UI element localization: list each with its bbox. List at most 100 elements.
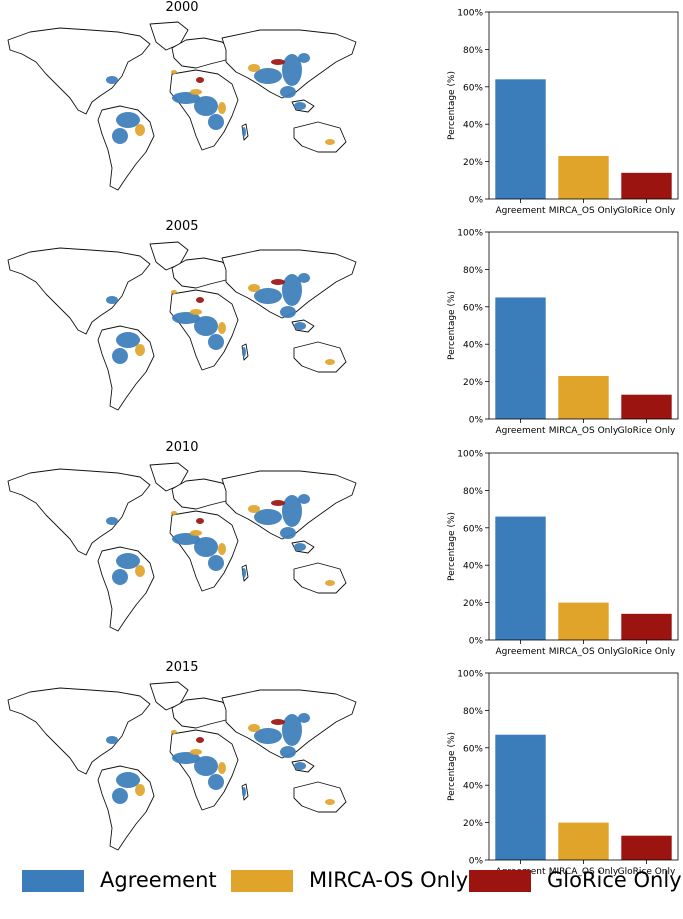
rice-area-mirca [135, 124, 145, 136]
bar-mirca [558, 822, 609, 860]
legend-swatch-glorice [469, 870, 531, 892]
rice-area-agreement [298, 273, 310, 283]
rice-area-agreement [254, 509, 282, 525]
rice-area-agreement [298, 494, 310, 504]
rice-area-mirca [190, 309, 202, 315]
land-outline [7, 468, 151, 556]
rice-area-glorice [196, 297, 204, 303]
land-outline [293, 121, 347, 153]
world-map-2005 [7, 241, 357, 411]
rice-area-mirca [325, 799, 335, 805]
bar-mirca [558, 375, 609, 419]
x-tick-label: GloRice Only [618, 426, 676, 436]
rice-area-mirca [190, 749, 202, 755]
rice-area-mirca [218, 102, 226, 114]
y-tick-label: 0% [469, 416, 484, 426]
rice-area-agreement [106, 736, 118, 744]
y-tick-label: 40% [463, 562, 483, 572]
y-tick-label: 80% [463, 487, 483, 497]
bar-chart-2005: 0% 20% 40% 60% 80% 100% Percentage (%) Agreemen… [447, 229, 679, 436]
rice-area-mirca [190, 89, 202, 95]
x-tick-label: Agreement [496, 206, 546, 216]
bar-mirca [558, 602, 609, 640]
bar-glorice [621, 394, 672, 419]
rice-area-agreement [294, 322, 306, 330]
rice-area-glorice [271, 279, 285, 285]
y-tick-label: 0% [469, 196, 484, 206]
legend-label-glorice: GloRice Only [547, 868, 682, 892]
rice-area-mirca [171, 511, 177, 515]
rice-area-mirca [218, 762, 226, 774]
rice-area-agreement [106, 296, 118, 304]
legend-label-agreement: Agreement [100, 868, 217, 892]
rice-area-mirca [171, 730, 177, 734]
y-axis-label: Percentage (%) [447, 732, 457, 801]
x-tick-label: Agreement [496, 426, 546, 436]
land-outline [7, 247, 151, 335]
rice-area-agreement [254, 68, 282, 84]
rice-area-agreement [116, 112, 140, 128]
rice-area-agreement [242, 568, 246, 578]
y-tick-label: 40% [463, 341, 483, 351]
rice-area-agreement [112, 128, 128, 144]
plot-frame [488, 231, 679, 420]
bar-mirca [558, 155, 609, 199]
rice-area-agreement [280, 86, 296, 98]
x-tick-label: GloRice Only [618, 867, 676, 877]
rice-area-agreement [194, 316, 218, 336]
y-tick-label: 100% [457, 670, 483, 680]
rice-area-agreement [116, 553, 140, 569]
rice-area-mirca [248, 284, 260, 292]
rice-area-agreement [254, 288, 282, 304]
rice-area-agreement [282, 714, 302, 746]
rice-area-agreement [294, 102, 306, 110]
world-map-2000 [7, 21, 357, 191]
y-tick-label: 40% [463, 782, 483, 792]
y-tick-label: 100% [457, 9, 483, 19]
y-axis-label: Percentage (%) [447, 71, 457, 140]
rice-area-glorice [271, 59, 285, 65]
bar-agreement [495, 516, 546, 640]
x-tick-label: MIRCA_OS Only [549, 867, 619, 877]
rice-area-mirca [135, 565, 145, 577]
y-tick-label: 20% [463, 819, 483, 829]
rice-area-agreement [298, 713, 310, 723]
y-tick-label: 40% [463, 121, 483, 131]
rice-area-glorice [271, 719, 285, 725]
rice-area-agreement [116, 772, 140, 788]
rice-area-mirca [135, 344, 145, 356]
y-tick-label: 100% [457, 450, 483, 460]
rice-area-agreement [112, 569, 128, 585]
rice-area-agreement [172, 533, 200, 545]
legend-swatch-mirca [231, 870, 293, 892]
rice-area-agreement [242, 127, 246, 137]
y-tick-label: 60% [463, 524, 483, 534]
y-tick-label: 0% [469, 637, 484, 647]
rice-area-agreement [280, 746, 296, 758]
y-tick-label: 60% [463, 744, 483, 754]
land-outline [171, 697, 233, 729]
rice-area-mirca [218, 543, 226, 555]
rice-area-glorice [196, 737, 204, 743]
legend-swatch-agreement [22, 870, 84, 892]
land-outline [293, 781, 347, 813]
bar-agreement [495, 79, 546, 199]
rice-area-agreement [280, 306, 296, 318]
rice-area-mirca [190, 530, 202, 536]
rice-area-agreement [172, 312, 200, 324]
plot-frame [488, 452, 679, 641]
rice-area-agreement [194, 756, 218, 776]
land-outline [7, 27, 151, 115]
y-tick-label: 80% [463, 46, 483, 56]
map-title-2010: 2010 [165, 440, 199, 455]
rice-area-mirca [325, 139, 335, 145]
rice-area-agreement [194, 537, 218, 557]
plot-frame [488, 11, 679, 200]
rice-area-agreement [112, 348, 128, 364]
rice-area-mirca [171, 70, 177, 74]
land-outline [171, 257, 233, 289]
y-tick-label: 20% [463, 378, 483, 388]
rice-area-mirca [248, 724, 260, 732]
rice-area-agreement [172, 92, 200, 104]
rice-area-agreement [294, 762, 306, 770]
